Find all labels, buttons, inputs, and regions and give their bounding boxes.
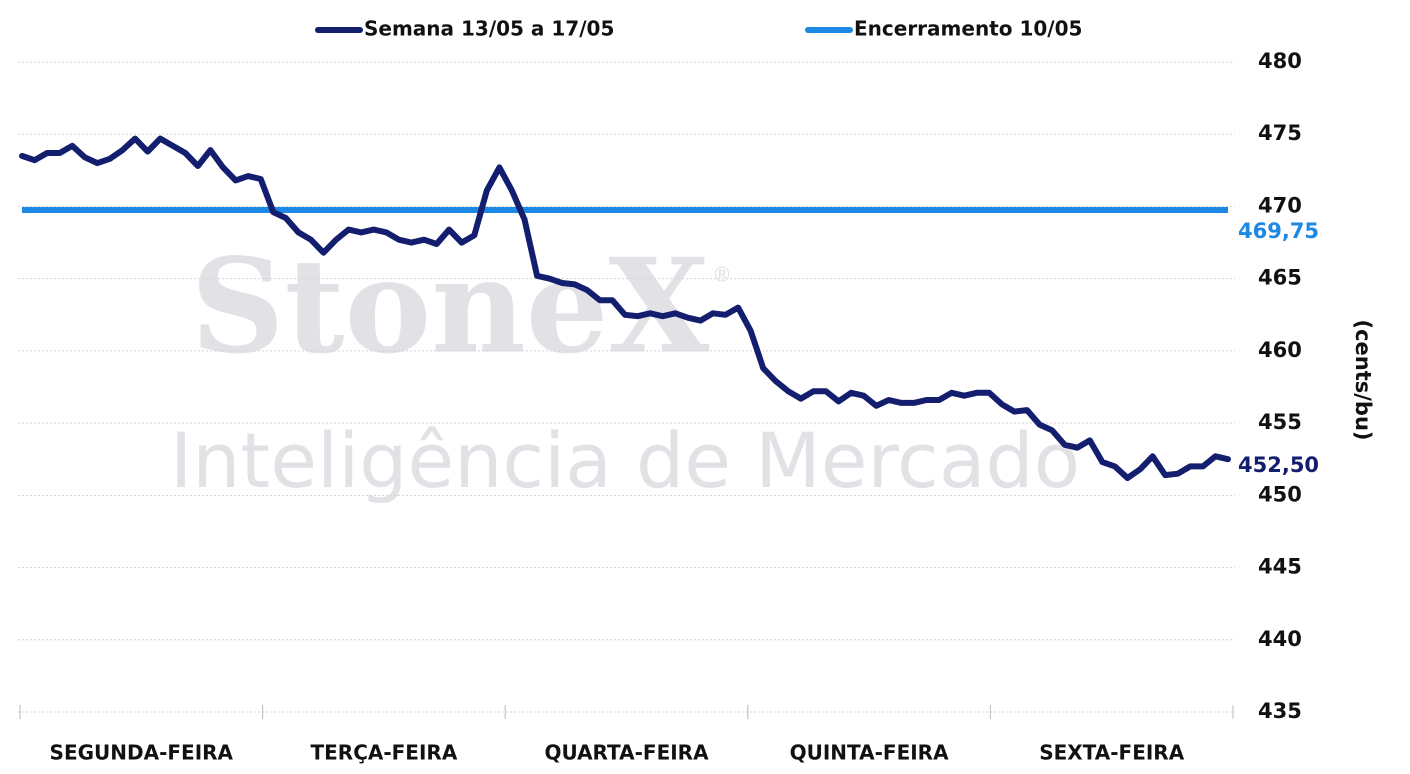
y-tick-label: 465 <box>1258 266 1302 290</box>
y-tick-label: 435 <box>1258 699 1302 723</box>
y-tick-label: 450 <box>1258 482 1302 506</box>
value-label: 469,75 <box>1238 219 1319 243</box>
x-tick-label: SEXTA-FEIRA <box>1039 741 1185 765</box>
watermark-mark: ® <box>712 263 732 287</box>
legend-label: Encerramento 10/05 <box>854 17 1082 41</box>
y-tick-label: 455 <box>1258 410 1302 434</box>
series-line <box>19 135 1231 481</box>
watermark-brand: StoneX <box>191 230 710 383</box>
watermark-tagline: Inteligência de Mercado <box>170 416 1080 505</box>
y-axis-label: (cents/bu) <box>1351 319 1375 440</box>
x-tick-label: QUINTA-FEIRA <box>790 741 949 765</box>
watermark: StoneX ® Inteligência de Mercado <box>170 230 1080 506</box>
y-tick-label: 460 <box>1258 338 1302 362</box>
legend-label: Semana 13/05 a 17/05 <box>364 17 614 41</box>
value-label: 452,50 <box>1238 453 1319 477</box>
y-tick-label: 470 <box>1258 193 1302 217</box>
y-tick-label: 475 <box>1258 121 1302 145</box>
y-tick-label: 440 <box>1258 627 1302 651</box>
x-tick-label: SEGUNDA-FEIRA <box>50 741 234 765</box>
y-tick-label: 480 <box>1258 49 1302 73</box>
y-tick-label: 445 <box>1258 555 1302 579</box>
x-tick-label: TERÇA-FEIRA <box>310 741 457 765</box>
x-tick-label: QUARTA-FEIRA <box>544 741 709 765</box>
